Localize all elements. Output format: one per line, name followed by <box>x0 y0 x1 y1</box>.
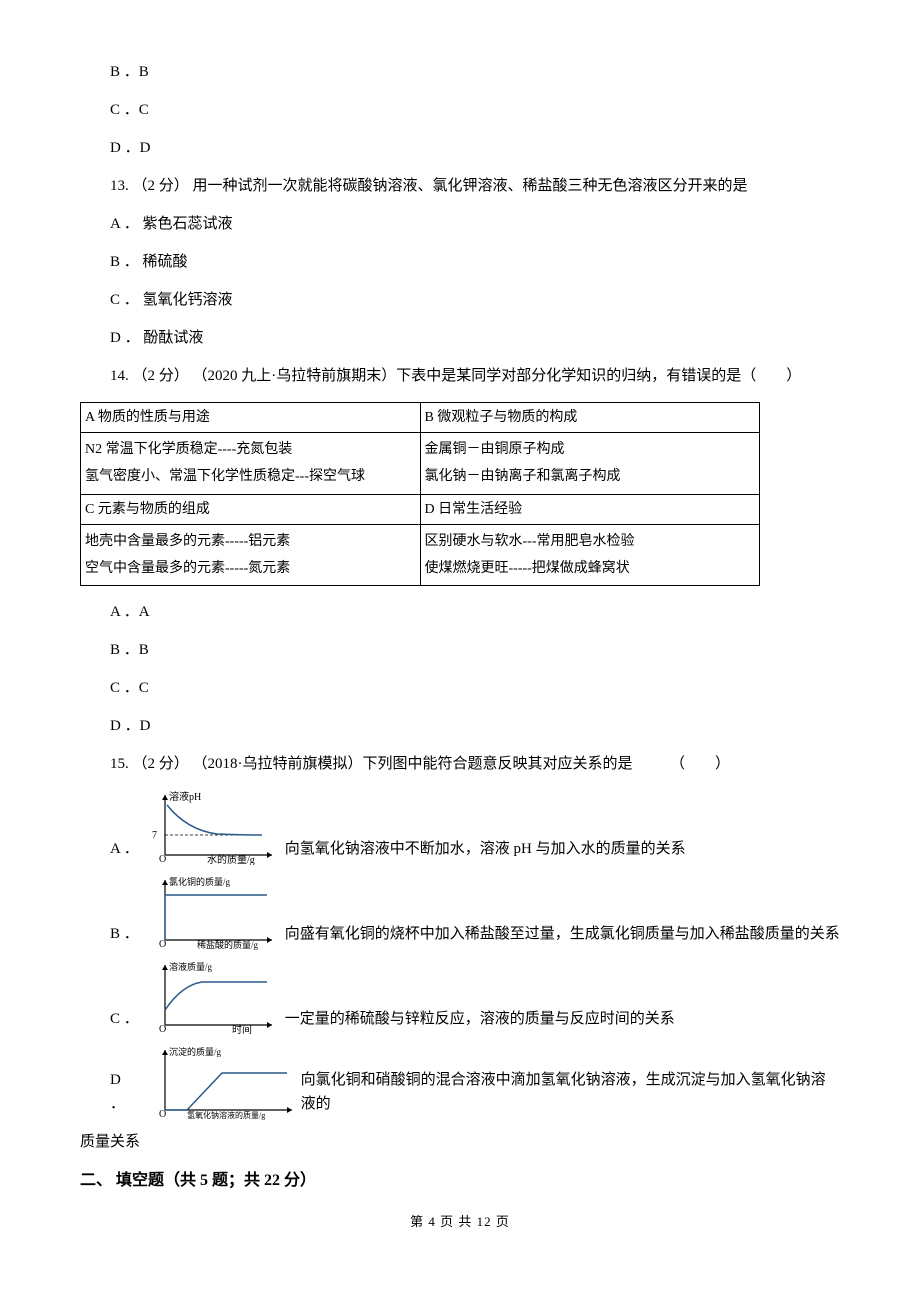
q13-opt-c: C ． 氢氧化钙溶液 <box>110 288 840 312</box>
cell-line: 氢气密度小、常温下化学性质稳定---探空气球 <box>85 464 416 489</box>
svg-text:溶液pH: 溶液pH <box>169 790 201 803</box>
table-cell-c-header: C 元素与物质的组成 <box>81 494 421 524</box>
cell-line: 空气中含量最多的元素-----氮元素 <box>85 556 416 581</box>
svg-text:氢氧化钠溶液的质量/g: 氢氧化钠溶液的质量/g <box>187 1110 265 1120</box>
q13-opt-a: A ． 紫色石蕊试液 <box>110 212 840 236</box>
q15-opt-c: C ． 溶液质量/g O 时间 一定量的稀硫酸与锌粒反应，溶液的质量与反应时间的… <box>110 960 840 1035</box>
svg-text:溶液质量/g: 溶液质量/g <box>169 961 213 972</box>
q15-opt-b: B ． 氯化铜的质量/g O 稀盐酸的质量/g 向盛有氧化铜的烧杯中加入稀盐酸至… <box>110 875 840 950</box>
cell-line: 使煤燃烧更旺-----把煤做成蜂窝状 <box>425 556 756 581</box>
cell-line: 区别硬水与软水---常用肥皂水检验 <box>425 529 756 554</box>
svg-text:7: 7 <box>152 830 157 841</box>
svg-text:水的质量/g: 水的质量/g <box>207 853 255 865</box>
q14-table: A 物质的性质与用途 B 微观粒子与物质的构成 N2 常温下化学质稳定----充… <box>80 402 840 586</box>
svg-text:稀盐酸的质量/g: 稀盐酸的质量/g <box>197 939 259 950</box>
q15-opt-a-desc: 向氢氧化钠溶液中不断加水，溶液 pH 与加入水的质量的关系 <box>285 837 686 865</box>
q13-stem: 13. （2 分） 用一种试剂一次就能将碳酸钠溶液、氯化钾溶液、稀盐酸三种无色溶… <box>110 174 840 198</box>
q15-opt-b-label: B ． <box>110 922 139 950</box>
section-2-header: 二、 填空题（共 5 题；共 22 分） <box>80 1168 840 1194</box>
svg-text:O: O <box>159 1024 166 1035</box>
q13-opt-b: B ． 稀硫酸 <box>110 250 840 274</box>
table-cell-d-body: 区别硬水与软水---常用肥皂水检验 使煤燃烧更旺-----把煤做成蜂窝状 <box>420 524 760 585</box>
q15-opt-a-label: A ． <box>110 837 139 865</box>
option-d: D ．D <box>110 136 840 160</box>
q15-opt-d-desc2: 质量关系 <box>80 1130 840 1154</box>
table-cell-d-header: D 日常生活经验 <box>420 494 760 524</box>
q15-opt-c-desc: 一定量的稀硫酸与锌粒反应，溶液的质量与反应时间的关系 <box>285 1007 675 1035</box>
svg-text:时间: 时间 <box>232 1023 252 1035</box>
cell-line: 金属铜－由铜原子构成 <box>425 437 756 462</box>
cell-line: N2 常温下化学质稳定----充氮包装 <box>85 437 416 462</box>
cell-line: 氯化钠－由钠离子和氯离子构成 <box>425 464 756 489</box>
chart-a-icon: 7 溶液pH O 水的质量/g <box>147 790 277 865</box>
q15-opt-d: D ． 沉淀的质量/g O 氢氧化钠溶液的质量/g 向氯化铜和硝酸铜的混合溶液中… <box>110 1045 840 1120</box>
table-cell-b-body: 金属铜－由铜原子构成 氯化钠－由钠离子和氯离子构成 <box>420 433 760 494</box>
svg-text:O: O <box>159 1109 166 1120</box>
table-cell-b-header: B 微观粒子与物质的构成 <box>420 403 760 433</box>
svg-text:O: O <box>159 939 166 950</box>
q15-opt-c-label: C ． <box>110 1007 139 1035</box>
svg-text:氯化铜的质量/g: 氯化铜的质量/g <box>169 876 231 887</box>
cell-line: 地壳中含量最多的元素-----铝元素 <box>85 529 416 554</box>
q14-opt-b: B ．B <box>110 638 840 662</box>
chart-c-icon: 溶液质量/g O 时间 <box>147 960 277 1035</box>
chart-d-icon: 沉淀的质量/g O 氢氧化钠溶液的质量/g <box>147 1045 293 1120</box>
option-c: C ．C <box>110 98 840 122</box>
q15-stem: 15. （2 分） （2018·乌拉特前旗模拟）下列图中能符合题意反映其对应关系… <box>110 752 840 776</box>
q13-opt-d: D ． 酚酞试液 <box>110 326 840 350</box>
q15-opt-d-label: D ． <box>110 1068 139 1120</box>
q14-opt-d: D ．D <box>110 714 840 738</box>
table-cell-a-body: N2 常温下化学质稳定----充氮包装 氢气密度小、常温下化学性质稳定---探空… <box>81 433 421 494</box>
svg-text:O: O <box>159 854 166 865</box>
table-cell-a-header: A 物质的性质与用途 <box>81 403 421 433</box>
table-cell-c-body: 地壳中含量最多的元素-----铝元素 空气中含量最多的元素-----氮元素 <box>81 524 421 585</box>
q14-opt-c: C ．C <box>110 676 840 700</box>
page-footer: 第 4 页 共 12 页 <box>80 1212 840 1233</box>
q15-opt-b-desc: 向盛有氧化铜的烧杯中加入稀盐酸至过量，生成氯化铜质量与加入稀盐酸质量的关系 <box>285 922 840 950</box>
q14-stem: 14. （2 分） （2020 九上·乌拉特前旗期末）下表中是某同学对部分化学知… <box>110 364 840 388</box>
q15-opt-d-desc: 向氯化铜和硝酸铜的混合溶液中滴加氢氧化钠溶液，生成沉淀与加入氢氧化钠溶液的 <box>301 1068 840 1120</box>
chart-b-icon: 氯化铜的质量/g O 稀盐酸的质量/g <box>147 875 277 950</box>
q15-opt-a: A ． 7 溶液pH O 水的质量/g 向氢氧化钠溶液中不断加水，溶液 pH 与… <box>110 790 840 865</box>
svg-text:沉淀的质量/g: 沉淀的质量/g <box>169 1046 222 1057</box>
option-b: B ．B <box>110 60 840 84</box>
q14-opt-a: A ．A <box>110 600 840 624</box>
